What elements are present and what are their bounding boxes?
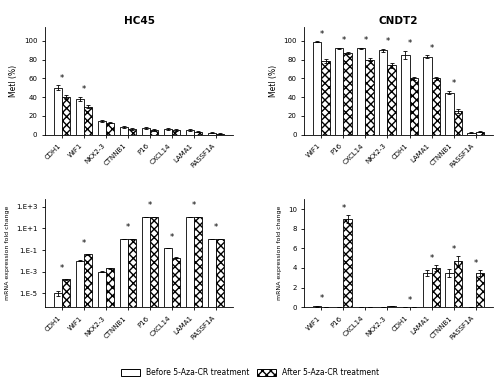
Text: *: * (342, 204, 345, 213)
Bar (313, 306, 322, 307)
Bar (388, 65, 396, 135)
Bar (142, 128, 150, 135)
Text: *: * (452, 79, 456, 88)
Bar (467, 133, 475, 135)
Bar (313, 42, 322, 135)
Bar (216, 134, 224, 135)
Bar (445, 273, 454, 307)
Text: *: * (214, 223, 218, 232)
Bar (150, 217, 158, 384)
Bar (150, 130, 158, 135)
Bar (454, 261, 462, 307)
Legend: Before 5-Aza-CR treatment, After 5-Aza-CR treatment: Before 5-Aza-CR treatment, After 5-Aza-C… (118, 365, 382, 380)
Title: CNDT2: CNDT2 (378, 16, 418, 26)
Bar (54, 293, 62, 384)
Bar (344, 53, 352, 135)
Bar (142, 217, 150, 384)
Text: *: * (408, 296, 412, 305)
Text: *: * (320, 295, 324, 303)
Bar (445, 93, 454, 135)
Text: *: * (320, 30, 324, 39)
Bar (432, 78, 440, 135)
Bar (194, 132, 202, 135)
Bar (164, 129, 172, 135)
Bar (98, 271, 106, 384)
Bar (62, 97, 70, 135)
Text: *: * (364, 36, 368, 45)
Text: *: * (60, 264, 64, 273)
Bar (410, 78, 418, 135)
Y-axis label: MetI (%): MetI (%) (10, 65, 18, 97)
Bar (401, 55, 409, 135)
Bar (172, 258, 180, 384)
Bar (62, 279, 70, 384)
Bar (216, 239, 224, 384)
Text: *: * (408, 40, 412, 48)
Text: *: * (82, 85, 86, 94)
Bar (366, 60, 374, 135)
Bar (357, 48, 366, 135)
Bar (128, 239, 136, 384)
Bar (208, 239, 216, 384)
Bar (476, 273, 484, 307)
Bar (423, 57, 432, 135)
Y-axis label: mRNA expression fold change: mRNA expression fold change (278, 206, 282, 300)
Bar (388, 306, 396, 307)
Bar (454, 111, 462, 135)
Text: *: * (126, 223, 130, 232)
Bar (164, 248, 172, 384)
Bar (335, 48, 344, 135)
Text: *: * (82, 239, 86, 248)
Y-axis label: MetI (%): MetI (%) (269, 65, 278, 97)
Text: *: * (342, 36, 345, 45)
Bar (432, 268, 440, 307)
Bar (208, 133, 216, 135)
Bar (84, 107, 92, 135)
Text: *: * (170, 233, 174, 242)
Bar (476, 132, 484, 135)
Text: *: * (430, 253, 434, 263)
Text: *: * (474, 258, 478, 268)
Title: HC45: HC45 (124, 16, 154, 26)
Bar (322, 61, 330, 135)
Bar (128, 129, 136, 135)
Text: *: * (192, 201, 196, 210)
Bar (84, 254, 92, 384)
Y-axis label: mRNA expression fold change: mRNA expression fold change (6, 206, 10, 300)
Bar (194, 217, 202, 384)
Bar (98, 121, 106, 135)
Text: *: * (452, 245, 456, 254)
Bar (76, 261, 84, 384)
Bar (379, 50, 388, 135)
Bar (120, 239, 128, 384)
Bar (423, 273, 432, 307)
Text: *: * (386, 37, 390, 46)
Text: *: * (60, 74, 64, 83)
Bar (172, 130, 180, 135)
Bar (76, 99, 84, 135)
Bar (344, 219, 352, 307)
Bar (186, 217, 194, 384)
Text: *: * (148, 201, 152, 210)
Text: *: * (430, 44, 434, 53)
Bar (120, 127, 128, 135)
Bar (54, 88, 62, 135)
Bar (106, 122, 114, 135)
Bar (106, 268, 114, 384)
Bar (186, 130, 194, 135)
